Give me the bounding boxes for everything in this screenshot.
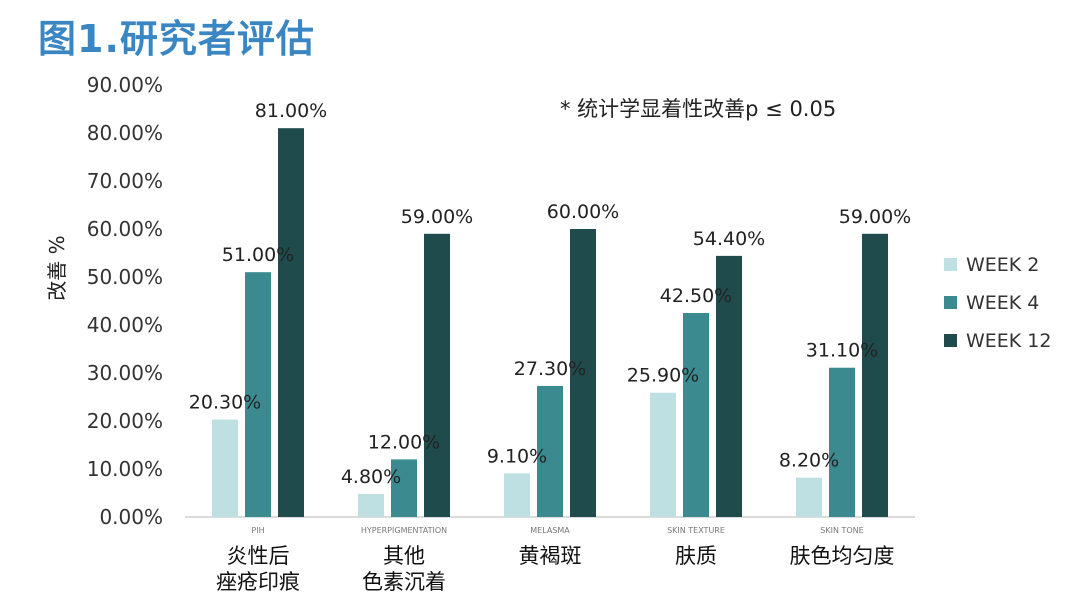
- x-category-label-cn: 其他: [383, 544, 425, 568]
- y-tick-label: 40.00%: [87, 313, 163, 337]
- legend: WEEK 2 WEEK 4 WEEK 12: [944, 254, 1051, 352]
- bar-week-4-pih: [245, 272, 271, 517]
- x-category-label-cn: 痤疮印痕: [216, 570, 300, 594]
- data-labels-layer: 20.30% 51.00% 81.00% 4.80% 12.00% 59.00% 9.10%…: [189, 100, 911, 488]
- x-tick-label: HYPERPIGMENTATION: [361, 526, 447, 535]
- x-category-label-cn: 色素沉着: [362, 570, 446, 594]
- significance-note: * 统计学显着性改善p ≤ 0.05: [560, 97, 836, 121]
- bar-week-12-skin-texture: [716, 255, 742, 517]
- data-label: 59.00%: [839, 206, 911, 228]
- y-tick-label: 70.00%: [87, 169, 163, 193]
- data-label: 59.00%: [401, 206, 473, 228]
- chart-title: 图1.研究者评估: [38, 17, 315, 61]
- x-tick-label: PIH: [251, 526, 264, 535]
- x-category-label-cn: 黄褐斑: [519, 544, 582, 568]
- bars-layer: [212, 128, 888, 518]
- bar-week-4-skin-texture: [683, 313, 709, 517]
- data-label: 8.20%: [779, 450, 839, 472]
- x-tick-label: SKIN TEXTURE: [667, 526, 725, 535]
- data-label: 9.10%: [487, 445, 547, 467]
- bar-week-2-pih: [212, 419, 238, 517]
- y-tick-label: 50.00%: [87, 265, 163, 289]
- bar-week-12-skin-tone: [862, 233, 888, 518]
- y-tick-label: 30.00%: [87, 361, 163, 385]
- x-tick-label: MELASMA: [530, 526, 570, 535]
- y-axis-label: 改善 %: [45, 235, 69, 300]
- data-label: 4.80%: [341, 466, 401, 488]
- x-tick-label: SKIN TONE: [820, 526, 863, 535]
- y-tick-label: 60.00%: [87, 217, 163, 241]
- y-tick-label: 80.00%: [87, 121, 163, 145]
- bar-week-12-hyperpigmentation: [424, 233, 450, 518]
- bar-week-2-skin-tone: [796, 477, 822, 517]
- data-label: 12.00%: [368, 431, 440, 453]
- x-category-label-cn: 肤质: [675, 544, 717, 568]
- legend-label: WEEK 4: [966, 292, 1039, 314]
- data-label: 42.50%: [660, 285, 732, 307]
- bar-week-4-melasma: [537, 385, 563, 517]
- data-label: 81.00%: [255, 100, 327, 122]
- bar-week-2-melasma: [504, 473, 530, 517]
- data-label: 27.30%: [514, 358, 586, 380]
- y-tick-label: 20.00%: [87, 409, 163, 433]
- y-tick-label: 90.00%: [87, 73, 163, 97]
- y-tick-label: 0.00%: [99, 505, 163, 529]
- legend-swatch: [944, 296, 957, 309]
- data-label: 54.40%: [693, 228, 765, 250]
- bar-week-4-hyperpigmentation: [391, 459, 417, 517]
- data-label: 51.00%: [222, 244, 294, 266]
- y-tick-label: 10.00%: [87, 457, 163, 481]
- bar-week-4-skin-tone: [829, 367, 855, 517]
- data-label: 25.90%: [627, 365, 699, 387]
- legend-swatch: [944, 334, 957, 347]
- axis-layer: 0.00% 10.00% 20.00% 30.00% 40.00% 50.00% 60.00…: [87, 73, 915, 594]
- data-label: 60.00%: [547, 201, 619, 223]
- bar-week-2-skin-texture: [650, 392, 676, 517]
- legend-swatch: [944, 258, 957, 271]
- legend-label: WEEK 2: [966, 254, 1039, 276]
- data-label: 31.10%: [806, 340, 878, 362]
- x-category-label-cn: 炎性后: [227, 544, 290, 568]
- bar-week-2-hyperpigmentation: [358, 493, 384, 517]
- legend-label: WEEK 12: [966, 330, 1051, 352]
- data-label: 20.30%: [189, 392, 261, 414]
- x-category-label-cn: 肤色均匀度: [790, 544, 895, 568]
- bar-week-12-melasma: [570, 229, 596, 517]
- bar-week-12-pih: [278, 128, 304, 517]
